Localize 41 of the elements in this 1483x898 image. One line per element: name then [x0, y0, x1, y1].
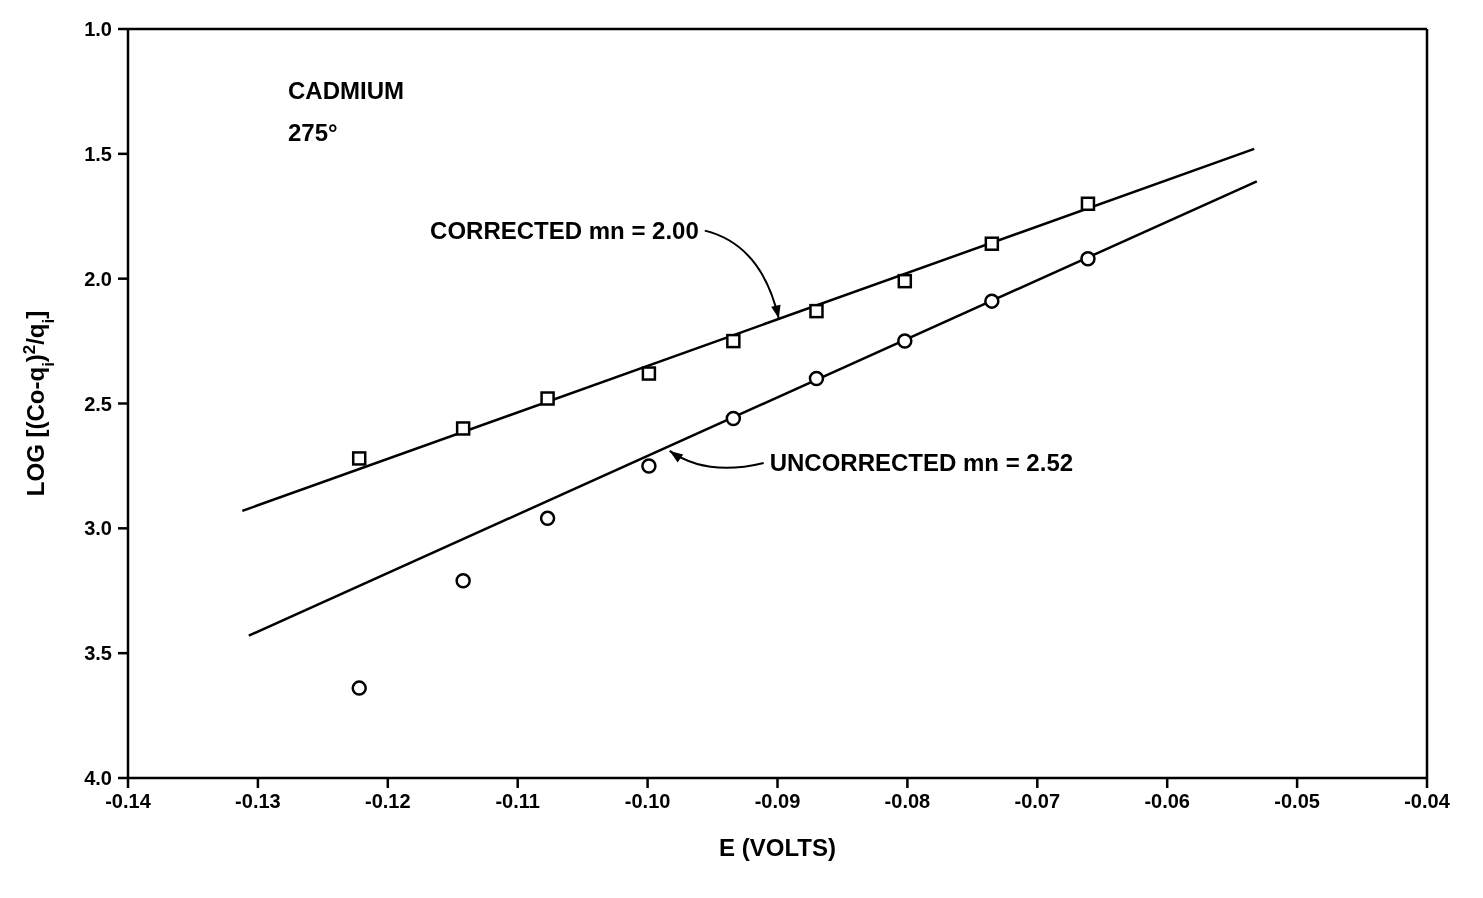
x-tick-label: -0.06	[1144, 790, 1190, 813]
point	[897, 333, 913, 349]
point	[641, 458, 657, 474]
y-tick-label: 4.0	[84, 767, 112, 790]
y-tick-label: 1.5	[84, 142, 112, 165]
y-tick-label: 3.0	[84, 517, 112, 540]
x-axis-title: E (VOLTS)	[719, 834, 836, 861]
point	[539, 510, 556, 527]
x-tick-label: -0.14	[105, 790, 152, 813]
annotation: CADMIUM	[288, 77, 404, 104]
y-tick-label: 2.5	[84, 392, 112, 415]
x-tick-label: -0.11	[495, 790, 540, 813]
point	[726, 333, 741, 349]
point	[897, 273, 913, 289]
point	[351, 680, 367, 696]
y-tick-label: 3.5	[84, 642, 112, 665]
x-tick-label: -0.13	[235, 790, 281, 813]
point	[984, 293, 1000, 309]
x-tick-label: -0.12	[365, 790, 411, 813]
point	[809, 303, 824, 319]
annotation: CORRECTED mn = 2.00	[430, 216, 699, 244]
point	[455, 573, 471, 589]
point	[1080, 196, 1096, 212]
point	[641, 366, 657, 381]
annotation: UNCORRECTED mn = 2.52	[769, 448, 1074, 476]
y-tick-label: 2.0	[84, 267, 112, 290]
point	[725, 410, 742, 427]
x-tick-label: -0.09	[754, 790, 801, 813]
x-tick-label: -0.08	[884, 790, 931, 813]
point	[1080, 250, 1096, 267]
x-tick-label: -0.10	[624, 790, 671, 813]
point	[808, 370, 825, 387]
point	[540, 391, 555, 406]
point	[984, 236, 1000, 251]
x-tick-label: -0.04	[1404, 790, 1451, 813]
x-tick-label: -0.07	[1014, 790, 1061, 813]
point	[455, 421, 471, 436]
point	[351, 451, 367, 466]
y-tick-label: 1.0	[84, 18, 112, 41]
annotation: 275°	[288, 119, 338, 146]
x-tick-label: -0.05	[1274, 790, 1320, 813]
